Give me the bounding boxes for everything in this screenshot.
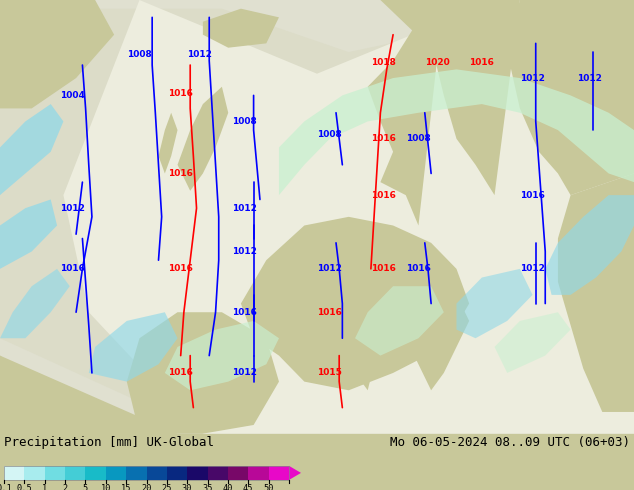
Text: 1016: 1016 [168,265,193,273]
Text: 1016: 1016 [231,308,257,317]
Text: 1016: 1016 [168,169,193,178]
Text: 1016: 1016 [168,368,193,377]
Text: 1016: 1016 [168,89,193,98]
Polygon shape [431,0,520,195]
Polygon shape [0,356,152,434]
Bar [106,466,126,480]
Text: Mo 06-05-2024 08..09 UTC (06+03): Mo 06-05-2024 08..09 UTC (06+03) [390,436,630,449]
Text: 1016: 1016 [371,134,396,143]
Polygon shape [289,466,301,480]
Polygon shape [89,312,178,382]
Polygon shape [0,0,114,108]
Text: 40: 40 [223,485,233,490]
Text: 1015: 1015 [317,368,342,377]
Bar [126,466,146,480]
Text: 1016: 1016 [317,308,342,317]
Text: 1012: 1012 [231,368,257,377]
Polygon shape [0,104,63,195]
Text: 20: 20 [141,485,152,490]
Text: 1016: 1016 [406,265,431,273]
Polygon shape [495,312,571,373]
Text: 50: 50 [263,485,274,490]
Text: 1012: 1012 [187,49,212,59]
Bar [269,466,289,480]
Bar [146,466,167,480]
Text: 1: 1 [42,485,48,490]
Polygon shape [203,9,279,48]
Polygon shape [279,70,634,195]
Polygon shape [456,269,533,338]
Text: 1016: 1016 [371,191,396,199]
Bar [65,466,86,480]
Polygon shape [330,260,374,390]
Polygon shape [0,9,634,425]
Text: 1008: 1008 [231,117,257,126]
Text: 1016: 1016 [520,191,545,199]
Bar [4,466,24,480]
Bar [4,466,289,480]
Polygon shape [158,113,178,173]
Polygon shape [0,0,634,434]
Text: 35: 35 [202,485,213,490]
Text: 1004: 1004 [60,91,86,100]
Bar [167,466,187,480]
Text: 15: 15 [121,485,131,490]
Text: 5: 5 [83,485,88,490]
Text: 1012: 1012 [60,204,86,213]
Text: 1012: 1012 [231,247,257,256]
Text: 1016: 1016 [469,58,495,68]
Text: 45: 45 [243,485,254,490]
Polygon shape [165,321,279,390]
Text: 1012: 1012 [520,74,545,82]
Polygon shape [241,217,469,390]
Polygon shape [0,269,70,338]
Text: 1012: 1012 [520,265,545,273]
Text: 2: 2 [62,485,68,490]
Text: 1012: 1012 [317,265,342,273]
Text: 1018: 1018 [371,58,396,68]
Polygon shape [507,0,634,195]
Text: 1012: 1012 [231,204,257,213]
Polygon shape [545,195,634,295]
Text: 1012: 1012 [577,74,602,82]
Bar [86,466,106,480]
Text: 1016: 1016 [371,265,396,273]
Text: Precipitation [mm] UK-Global: Precipitation [mm] UK-Global [4,436,214,449]
Text: 1020: 1020 [425,58,450,68]
Polygon shape [178,87,228,191]
Polygon shape [0,199,57,269]
Text: 25: 25 [162,485,172,490]
Bar [249,466,269,480]
Text: 0.5: 0.5 [16,485,32,490]
Bar [24,466,45,480]
Text: 1008: 1008 [127,49,152,59]
Text: 10: 10 [101,485,111,490]
Polygon shape [127,312,279,434]
Polygon shape [63,0,634,434]
Bar [45,466,65,480]
Polygon shape [355,286,444,356]
Polygon shape [558,173,634,412]
Bar [207,466,228,480]
Text: 1008: 1008 [406,134,431,143]
Bar [187,466,207,480]
Polygon shape [406,269,469,390]
Bar [228,466,249,480]
Text: 30: 30 [182,485,193,490]
Text: 1008: 1008 [317,130,342,139]
Text: 0.1: 0.1 [0,485,12,490]
Text: 1016: 1016 [60,265,86,273]
Polygon shape [368,0,444,225]
